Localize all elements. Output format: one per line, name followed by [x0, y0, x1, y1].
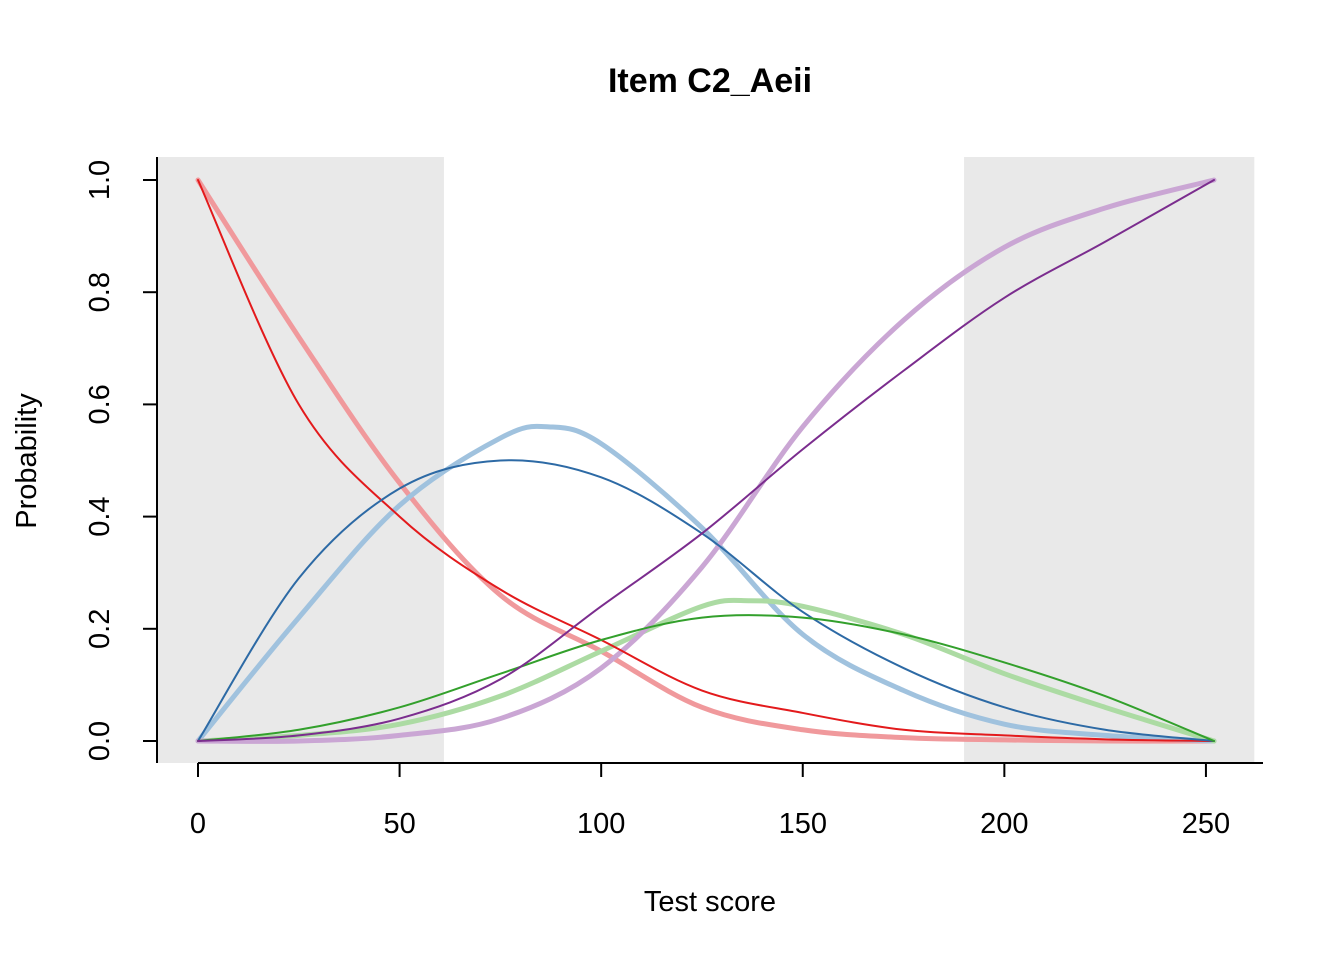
category-0-smooth-line [195, 177, 1217, 744]
x-axis-label: Test score [644, 886, 776, 918]
x-tick-label-200: 200 [980, 808, 1028, 840]
y-ticks: 0.0 0.2 0.4 0.6 0.8 1.0 [84, 160, 157, 761]
shaded-bands [157, 157, 1255, 763]
y-tick-label-0: 0.0 [84, 721, 116, 761]
x-tick-label-0: 0 [190, 808, 206, 840]
x-tick-label-50: 50 [383, 808, 415, 840]
y-tick-label-2: 0.4 [84, 496, 116, 536]
category-1-fitted-line [197, 459, 1215, 742]
category-1-smooth-line [195, 423, 1217, 744]
y-tick-label-1: 0.2 [84, 609, 116, 649]
category-0-fitted-line [197, 179, 1215, 742]
category-3-fitted-line [197, 179, 1215, 742]
y-axis-label: Probability [11, 393, 43, 529]
y-tick-label-4: 0.8 [84, 272, 116, 312]
x-tick-label-250: 250 [1182, 808, 1230, 840]
y-tick-label-3: 0.6 [84, 384, 116, 424]
category-2-fitted-line [197, 614, 1215, 742]
low-score-band [157, 157, 444, 763]
y-tick-label-5: 1.0 [84, 160, 116, 200]
x-tick-label-150: 150 [779, 808, 827, 840]
x-ticks: 0 50 100 150 200 250 [190, 763, 1230, 840]
chart-title: Item C2_Aeii [608, 62, 812, 100]
category-3-smooth-line [195, 177, 1217, 744]
high-score-band [964, 157, 1255, 763]
category-2-smooth-line [195, 597, 1217, 744]
x-tick-label-100: 100 [577, 808, 625, 840]
series-layer [195, 177, 1217, 744]
